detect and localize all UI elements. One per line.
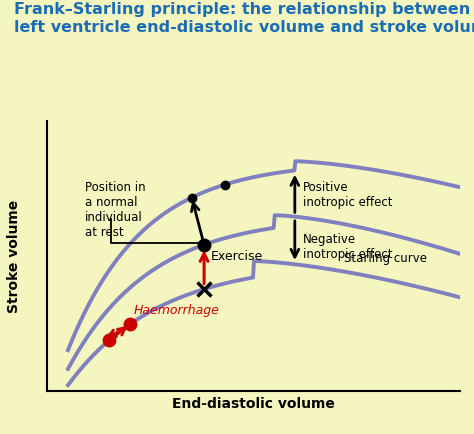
Text: Position in
a normal
individual
at rest: Position in a normal individual at rest xyxy=(84,181,145,239)
Text: Haemorrhage: Haemorrhage xyxy=(134,303,220,316)
Text: Stroke volume: Stroke volume xyxy=(8,200,21,312)
X-axis label: End-diastolic volume: End-diastolic volume xyxy=(172,396,335,410)
Text: Exercise: Exercise xyxy=(210,249,263,262)
Text: Frank–Starling principle: the relationship between
left ventricle end-diastolic : Frank–Starling principle: the relationsh… xyxy=(14,2,474,34)
Text: Negative
inotropic effect: Negative inotropic effect xyxy=(303,232,392,260)
Text: Positive
inotropic effect: Positive inotropic effect xyxy=(303,180,392,208)
Text: Starling curve: Starling curve xyxy=(344,252,427,265)
